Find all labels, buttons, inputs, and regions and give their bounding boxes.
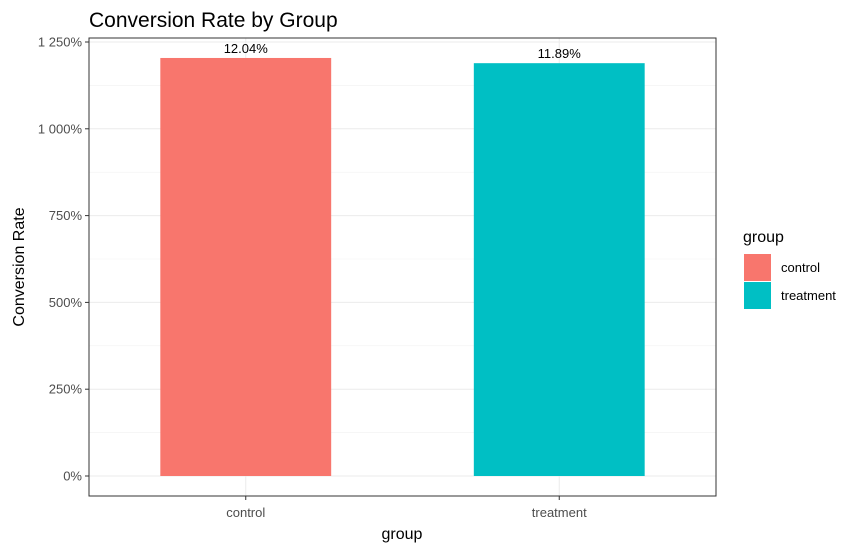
data-label-treatment: 11.89% xyxy=(538,46,582,61)
data-label-control: 12.04% xyxy=(224,41,269,56)
bar-control xyxy=(160,57,332,477)
y-axis-title: Conversion Rate xyxy=(11,207,28,326)
bar-treatment xyxy=(473,63,645,476)
x-axis-title: group xyxy=(382,526,423,543)
legend: group control treatment xyxy=(743,229,836,309)
y-tick-label: 250% xyxy=(49,382,83,397)
legend-title: group xyxy=(743,229,784,246)
chart-title: Conversion Rate by Group xyxy=(89,9,338,32)
x-tick-label-treatment: treatment xyxy=(532,505,587,520)
legend-label-treatment: treatment xyxy=(781,288,836,303)
y-tick-label: 1 000% xyxy=(38,121,83,136)
bars xyxy=(160,57,645,477)
x-tick-label-control: control xyxy=(226,505,265,520)
y-tick-label: 0% xyxy=(63,469,82,484)
y-tick-label: 500% xyxy=(49,295,83,310)
legend-key-control xyxy=(744,254,771,281)
x-axis: control treatment xyxy=(226,496,587,520)
y-axis: 0% 250% 500% 750% 1 000% 1 250% xyxy=(38,35,89,484)
panel-border xyxy=(88,37,717,497)
bar-data-labels: 12.04% 11.89% xyxy=(224,41,582,61)
y-tick-label: 750% xyxy=(49,208,83,223)
plot-panel: 12.04% 11.89% xyxy=(88,37,717,497)
legend-key-treatment xyxy=(744,282,771,309)
y-tick-label: 1 250% xyxy=(38,35,83,50)
legend-label-control: control xyxy=(781,260,820,275)
